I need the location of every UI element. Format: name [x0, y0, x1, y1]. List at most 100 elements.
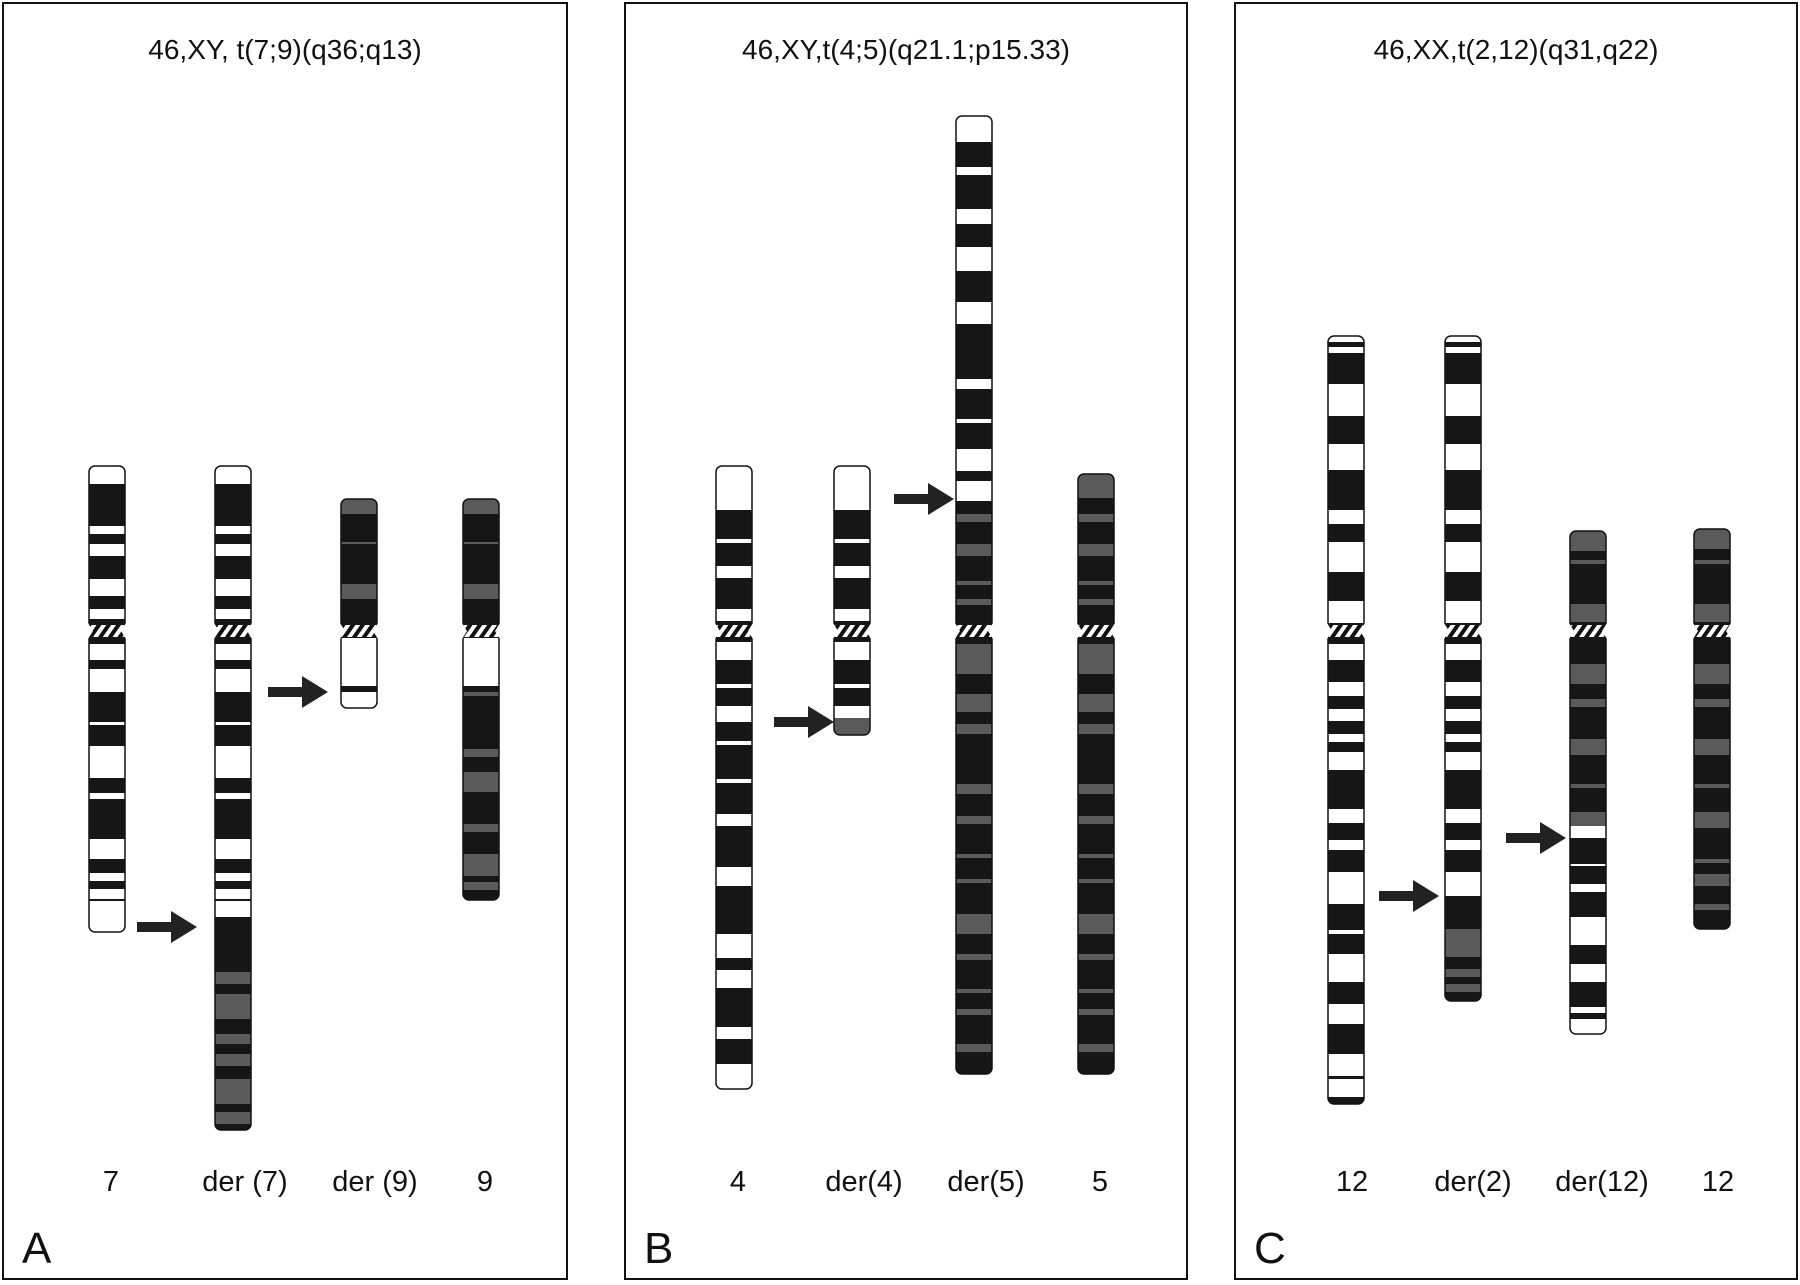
chromosome-band — [1570, 964, 1606, 982]
chromosome-band — [956, 514, 992, 522]
chromosome-band — [215, 466, 251, 484]
centromere — [341, 625, 377, 637]
chromosome-band — [956, 854, 992, 858]
centromere — [834, 625, 870, 637]
chromosome-band — [1445, 734, 1481, 742]
chromosome-band — [716, 970, 752, 988]
chromosome-band — [1328, 510, 1364, 524]
chromosome-band — [716, 867, 752, 886]
chromosome-5 — [1077, 473, 1115, 1075]
chromosome-band — [956, 954, 992, 960]
chromosome-band — [716, 539, 752, 543]
chromosome-band — [215, 972, 251, 984]
chromosome-band — [1445, 840, 1481, 850]
chromosome-band — [1078, 1044, 1114, 1052]
centromere — [1570, 625, 1606, 637]
centromere — [215, 625, 251, 637]
chromosome-band — [1328, 347, 1364, 353]
chromosome-band — [1570, 699, 1606, 707]
chromosome-band — [1445, 709, 1481, 721]
chromosome-band — [1078, 599, 1114, 605]
panel-b-letter: B — [644, 1224, 674, 1273]
chromosome-band — [1570, 864, 1606, 866]
chromosome-band — [1328, 809, 1364, 823]
chromosome-band — [1078, 989, 1114, 993]
chromosome-band — [89, 644, 125, 660]
chromosome-band — [1078, 474, 1114, 498]
chromosome-label-der12: der(12) — [1555, 1166, 1649, 1198]
chromosome-band — [1445, 969, 1481, 977]
chromosome-band — [215, 526, 251, 534]
chromosome-band — [463, 772, 499, 792]
breakpoint-arrow-der4 — [774, 706, 834, 738]
chromosome-label-12: 12 — [1335, 1166, 1369, 1198]
chromosome-band — [956, 694, 992, 712]
panel-b-title: 46,XY,t(4;5)(q21.1;p15.33) — [742, 34, 1070, 65]
chromosome-band — [1694, 784, 1730, 788]
chromosome-band — [215, 1079, 251, 1104]
chromosome-band — [1445, 752, 1481, 770]
chromosome-band — [1445, 984, 1481, 992]
chromosome-band — [215, 889, 251, 899]
chromosome-band — [956, 449, 992, 471]
chromosome-band — [1328, 444, 1364, 470]
chromosome-band — [215, 1034, 251, 1044]
chromosome-band — [215, 746, 251, 778]
chromosome-band — [956, 581, 992, 585]
chromosome-band — [1445, 444, 1481, 470]
chromosome-band — [956, 599, 992, 605]
chromosome-band — [1570, 812, 1606, 828]
chromosome-band — [1445, 542, 1481, 572]
chromosome-band — [834, 642, 870, 660]
chromosome-band — [463, 638, 499, 686]
chromosome-band — [1078, 694, 1114, 712]
chromosome-band — [834, 466, 870, 510]
chromosome-band — [1694, 699, 1730, 707]
chromosome-band — [1445, 336, 1481, 342]
chromosome-band — [1570, 1019, 1606, 1034]
chromosome-band — [956, 816, 992, 824]
chromosome-band — [1078, 914, 1114, 934]
chromosome-band — [463, 542, 499, 544]
chromosome-band — [1078, 514, 1114, 522]
chromosome-band — [1445, 682, 1481, 696]
centromere — [463, 625, 499, 637]
chromosome-band — [215, 901, 251, 917]
chromosome-band — [463, 882, 499, 890]
chromosome-label-der4: der(4) — [825, 1166, 903, 1198]
chromosome-band — [1078, 1009, 1114, 1015]
chromosome-band — [1445, 809, 1481, 823]
panel-c-ideogram — [1327, 335, 1731, 1105]
chromosome-band — [1328, 734, 1364, 742]
chromosome-band — [1694, 859, 1730, 863]
chromosome-der7 — [214, 465, 252, 1131]
chromosome-band — [215, 669, 251, 692]
chromosome-band — [89, 889, 125, 899]
chromosome-band — [956, 379, 992, 389]
chromosome-4 — [715, 465, 753, 1090]
chromosome-band — [463, 499, 499, 514]
chromosome-der2 — [1444, 335, 1482, 1002]
chromosome-band — [463, 854, 499, 876]
chromosome-band — [341, 584, 377, 599]
chromosome-band — [834, 566, 870, 578]
chromosome-band — [956, 116, 992, 142]
chromosome-band — [716, 566, 752, 578]
chromosome-band — [956, 1044, 992, 1052]
chromosome-band — [956, 419, 992, 423]
chromosome-band — [1445, 510, 1481, 524]
centromere — [716, 625, 752, 637]
chromosome-band — [1078, 544, 1114, 556]
chromosome-band — [1570, 917, 1606, 945]
chromosome-band — [1328, 1004, 1364, 1024]
chromosome-band — [89, 579, 125, 596]
chromosome-band — [1078, 724, 1114, 734]
chromosome-band — [956, 481, 992, 494]
chromosome-label-4: 4 — [729, 1166, 747, 1198]
chromosome-band — [716, 1027, 752, 1039]
chromosome-band — [215, 793, 251, 799]
chromosome-band — [1570, 604, 1606, 622]
centromere — [1328, 625, 1364, 637]
chromosome-band — [1328, 601, 1364, 623]
chromosome-band — [463, 749, 499, 757]
